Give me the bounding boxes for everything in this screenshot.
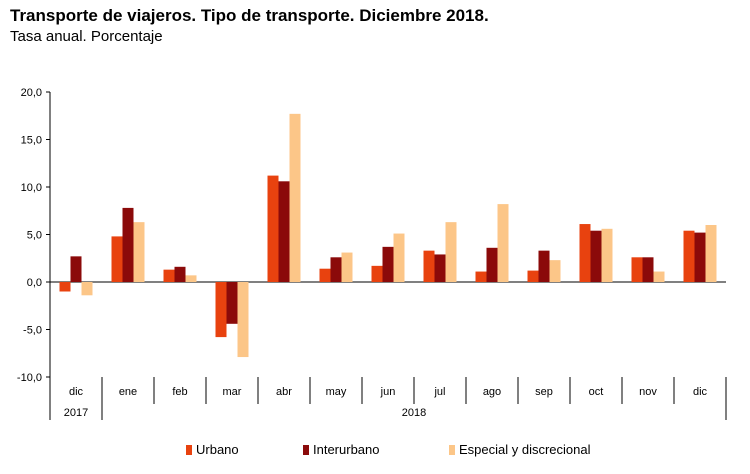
bar-especial [393, 233, 405, 282]
bar-especial [81, 282, 93, 296]
legend-item-especial: Especial y discrecional [449, 442, 591, 457]
y-tick-label: -5,0 [23, 325, 42, 337]
y-tick-label: 10,0 [21, 182, 42, 194]
x-tick-label: abr [276, 386, 292, 398]
bar-interurbano [538, 250, 550, 282]
bar-urbano [579, 224, 591, 282]
x-tick-label: sep [535, 386, 553, 398]
bar-interurbano [330, 257, 342, 282]
legend-swatch-interurbano [303, 444, 309, 455]
x-tick-label: oct [589, 386, 604, 398]
bar-urbano [631, 257, 643, 282]
bar-urbano [527, 270, 539, 282]
bar-urbano [319, 268, 331, 282]
x-tick-label: ago [483, 386, 501, 398]
bar-especial [549, 260, 561, 282]
bar-interurbano [590, 230, 602, 282]
x-tick-label: may [326, 386, 347, 398]
x-tick-label: ene [119, 386, 137, 398]
bar-interurbano [486, 247, 498, 282]
bar-especial [497, 204, 509, 282]
y-tick-label: -10,0 [17, 372, 42, 384]
bar-interurbano [70, 256, 82, 282]
x-tick-label: jul [433, 386, 445, 398]
x-tick-label: jun [380, 386, 396, 398]
bar-urbano [59, 282, 71, 292]
bar-interurbano [174, 266, 186, 282]
bar-especial [133, 222, 145, 282]
bar-interurbano [694, 232, 706, 282]
bar-especial [289, 113, 301, 282]
bar-urbano [267, 175, 279, 282]
bar-interurbano [226, 282, 238, 324]
year-label: 2018 [402, 407, 426, 419]
y-tick-label: 20,0 [21, 87, 42, 99]
bar-urbano [111, 236, 123, 282]
bar-especial [237, 282, 249, 358]
bar-urbano [683, 230, 695, 282]
legend-label-especial: Especial y discrecional [459, 442, 591, 457]
legend-label-interurbano: Interurbano [313, 442, 380, 457]
bar-interurbano [122, 207, 134, 282]
bar-especial [705, 225, 717, 282]
legend-swatch-urbano [186, 444, 192, 455]
legend: Urbano Interurbano Especial y discrecion… [0, 442, 750, 462]
bar-especial [445, 222, 457, 282]
x-tick-label: mar [223, 386, 242, 398]
bar-especial [601, 228, 613, 282]
legend-label-urbano: Urbano [196, 442, 239, 457]
bar-interurbano [434, 254, 446, 282]
x-tick-label: nov [639, 386, 657, 398]
legend-item-interurbano: Interurbano [303, 442, 380, 457]
bar-interurbano [278, 181, 290, 282]
legend-swatch-especial [449, 444, 455, 455]
bar-especial [653, 271, 665, 282]
bar-urbano [215, 282, 227, 338]
x-tick-label: feb [172, 386, 187, 398]
bar-interurbano [382, 246, 394, 282]
y-tick-label: 0,0 [27, 277, 42, 289]
y-tick-label: 15,0 [21, 135, 42, 147]
bar-interurbano [642, 257, 654, 282]
y-tick-label: 5,0 [27, 230, 42, 242]
bar-especial [341, 252, 353, 282]
bar-urbano [371, 265, 383, 282]
bar-urbano [423, 250, 435, 282]
x-tick-label: dic [69, 386, 84, 398]
legend-item-urbano: Urbano [186, 442, 239, 457]
bar-urbano [163, 269, 175, 282]
chart-subtitle: Tasa anual. Porcentaje [10, 28, 163, 45]
bar-chart: 20,0 15,0 10,0 5,0 0,0 -5,0 -10,0 dic ene feb mar a… [17, 87, 727, 420]
bar-especial [185, 275, 197, 282]
x-tick-label: dic [693, 386, 708, 398]
year-label: 2017 [64, 407, 88, 419]
chart-title: Transporte de viajeros. Tipo de transpor… [10, 6, 489, 25]
bar-urbano [475, 271, 487, 282]
